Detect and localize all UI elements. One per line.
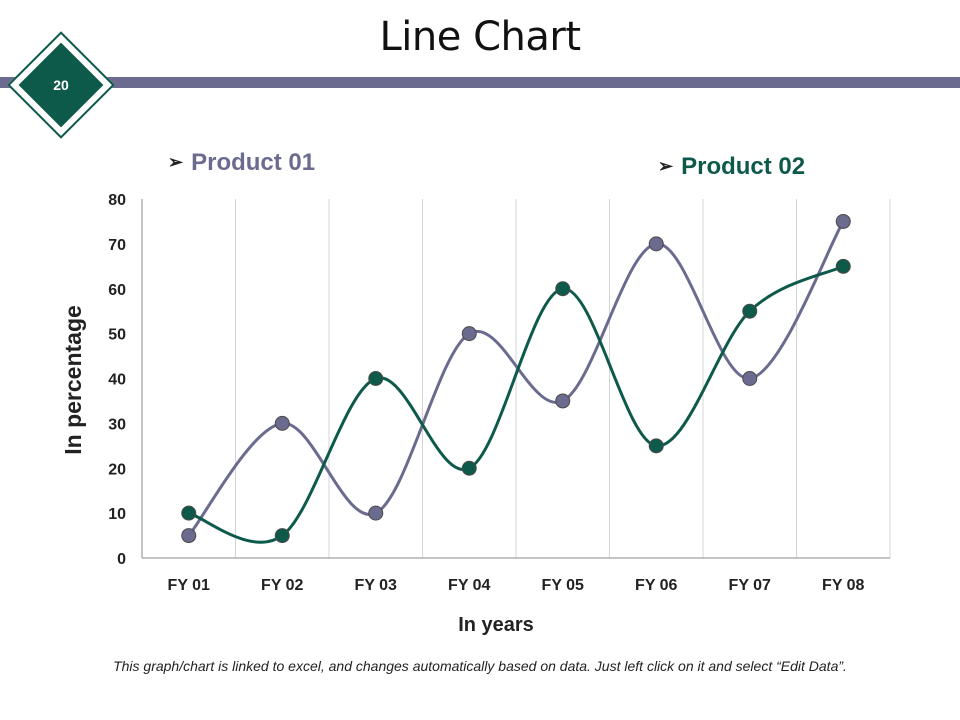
- y-tick-label: 20: [108, 461, 126, 478]
- x-tick-label: FY 04: [448, 577, 491, 594]
- footnote: This graph/chart is linked to excel, and…: [113, 658, 847, 674]
- y-tick-label: 80: [108, 192, 126, 209]
- y-tick-label: 10: [108, 506, 126, 523]
- header-bar: [0, 77, 960, 88]
- legend-product-02-label: Product 02: [681, 153, 806, 180]
- y-tick-label: 50: [108, 327, 126, 344]
- series-line-product-01: [187, 220, 845, 537]
- y-tick-label: 40: [108, 372, 126, 389]
- y-axis-title: In percentage: [60, 305, 86, 455]
- data-point-product-02[interactable]: [835, 258, 851, 274]
- y-tick-label: 60: [108, 282, 126, 299]
- slide-number: 20: [53, 77, 69, 93]
- arrow-bullet-icon: ➢: [658, 156, 674, 176]
- data-point-product-01[interactable]: [274, 415, 290, 431]
- legend-product-01[interactable]: ➢ Product 01: [168, 149, 315, 177]
- data-point-product-02[interactable]: [742, 303, 758, 319]
- y-tick-label: 70: [108, 237, 126, 254]
- x-tick-label: FY 03: [355, 577, 398, 594]
- x-tick-label: FY 01: [168, 577, 211, 594]
- x-tick-label: FY 02: [261, 577, 304, 594]
- y-tick-label: 0: [117, 551, 126, 568]
- data-point-product-01[interactable]: [461, 326, 477, 342]
- data-point-product-02[interactable]: [368, 371, 384, 386]
- data-point-product-02[interactable]: [461, 460, 477, 476]
- x-tick-label: FY 07: [729, 577, 772, 594]
- x-tick-label: FY 06: [635, 577, 678, 594]
- data-point-product-02[interactable]: [181, 505, 197, 521]
- data-point-product-01[interactable]: [181, 528, 197, 544]
- legend-product-02[interactable]: ➢ Product 02: [658, 153, 805, 181]
- x-axis-title: In years: [458, 614, 534, 636]
- x-tick-label: FY 08: [822, 577, 865, 594]
- data-point-product-02[interactable]: [555, 281, 571, 297]
- data-point-product-01[interactable]: [648, 236, 664, 252]
- data-point-product-01[interactable]: [555, 393, 571, 409]
- arrow-bullet-icon: ➢: [168, 152, 184, 172]
- data-point-product-01[interactable]: [742, 371, 758, 386]
- legend-product-01-label: Product 01: [191, 149, 316, 176]
- data-point-product-02[interactable]: [648, 438, 664, 454]
- x-tick-label: FY 05: [542, 577, 585, 594]
- data-point-product-01[interactable]: [368, 505, 384, 521]
- series-line-product-02: [188, 264, 844, 544]
- y-tick-label: 30: [108, 416, 126, 433]
- data-point-product-01[interactable]: [835, 213, 851, 229]
- page-title: Line Chart: [379, 14, 582, 60]
- data-point-product-02[interactable]: [274, 528, 290, 544]
